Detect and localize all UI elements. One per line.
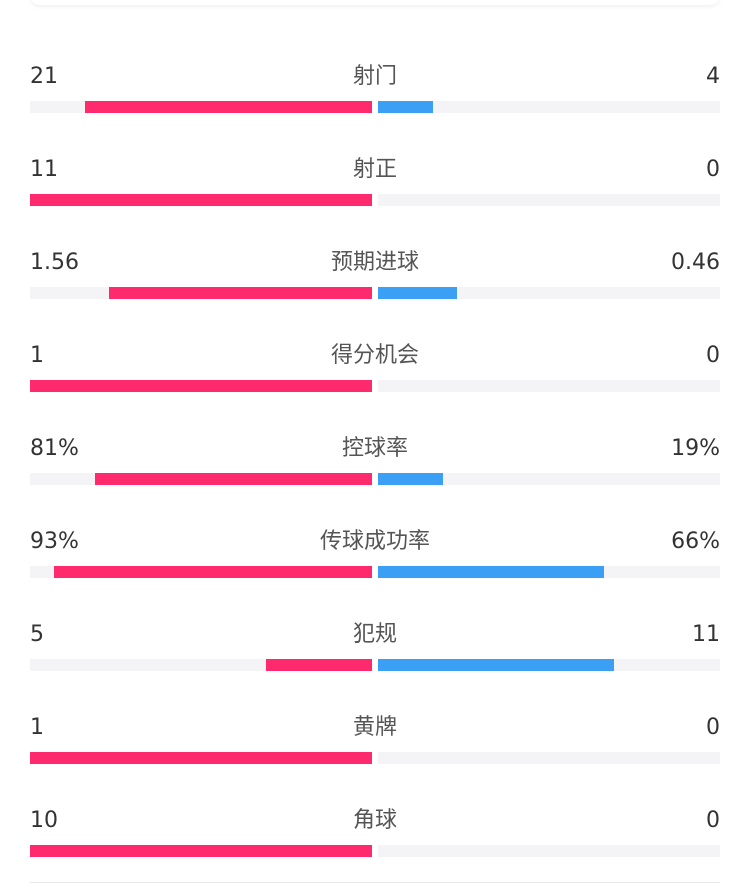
stat-label: 射正 xyxy=(352,157,397,182)
home-value: 1.56 xyxy=(30,250,79,275)
home-bar-track xyxy=(30,473,372,485)
home-value: 1 xyxy=(30,715,44,740)
away-bar-fill xyxy=(378,659,614,671)
home-bar-fill xyxy=(30,845,372,857)
stat-label: 黄牌 xyxy=(352,715,397,740)
home-bar-fill xyxy=(53,566,372,578)
stat-label: 射门 xyxy=(352,64,397,89)
stat-label: 控球率 xyxy=(341,436,408,461)
stat-label: 得分机会 xyxy=(330,343,419,368)
stat-row: 11 射正 0 xyxy=(0,111,750,206)
away-value: 4 xyxy=(706,64,720,89)
home-bar-fill xyxy=(94,473,372,485)
home-bar-track xyxy=(30,566,372,578)
stat-row: 93% 传球成功率 66% xyxy=(0,483,750,578)
away-value: 0 xyxy=(706,343,720,368)
away-bar-fill xyxy=(378,287,457,299)
stat-row: 10 角球 0 xyxy=(0,762,750,857)
away-bar-track xyxy=(378,287,720,299)
stat-row: 1 得分机会 0 xyxy=(0,297,750,392)
away-bar-fill xyxy=(378,473,443,485)
away-bar-track xyxy=(378,101,720,113)
previous-card-edge xyxy=(30,0,720,5)
home-bar-track xyxy=(30,287,372,299)
away-bar-track xyxy=(378,473,720,485)
home-value: 1 xyxy=(30,343,44,368)
home-bar-track xyxy=(30,845,372,857)
away-bar-track xyxy=(378,659,720,671)
home-value: 10 xyxy=(30,808,58,833)
away-value: 19% xyxy=(671,436,720,461)
home-bar-track xyxy=(30,659,372,671)
stat-label: 角球 xyxy=(352,808,397,833)
away-value: 0 xyxy=(706,157,720,182)
stat-row: 1.56 预期进球 0.46 xyxy=(0,204,750,299)
away-value: 11 xyxy=(692,622,720,647)
home-bar-track xyxy=(30,752,372,764)
away-value: 66% xyxy=(671,529,720,554)
away-bar-track xyxy=(378,752,720,764)
home-bar-fill xyxy=(30,752,372,764)
home-value: 5 xyxy=(30,622,44,647)
stat-label: 预期进球 xyxy=(330,250,419,275)
home-bar-fill xyxy=(108,287,372,299)
away-value: 0 xyxy=(706,808,720,833)
stat-row: 5 犯规 11 xyxy=(0,576,750,671)
home-value: 93% xyxy=(30,529,79,554)
away-bar-fill xyxy=(378,566,604,578)
away-bar-track xyxy=(378,566,720,578)
stat-label: 犯规 xyxy=(352,622,397,647)
home-bar-track xyxy=(30,194,372,206)
home-value: 81% xyxy=(30,436,79,461)
away-bar-track xyxy=(378,845,720,857)
divider xyxy=(30,882,720,883)
stat-row: 1 黄牌 0 xyxy=(0,669,750,764)
home-bar-fill xyxy=(30,194,372,206)
home-bar-track xyxy=(30,101,372,113)
away-bar-fill xyxy=(378,101,433,113)
home-value: 11 xyxy=(30,157,58,182)
away-value: 0 xyxy=(706,715,720,740)
stat-label: 传球成功率 xyxy=(319,529,430,554)
away-bar-track xyxy=(378,380,720,392)
home-value: 21 xyxy=(30,64,58,89)
away-bar-track xyxy=(378,194,720,206)
home-bar-fill xyxy=(84,101,372,113)
home-bar-fill xyxy=(265,659,372,671)
stat-row: 81% 控球率 19% xyxy=(0,390,750,485)
home-bar-fill xyxy=(30,380,372,392)
home-bar-track xyxy=(30,380,372,392)
away-value: 0.46 xyxy=(671,250,720,275)
stat-row: 21 射门 4 xyxy=(0,18,750,113)
